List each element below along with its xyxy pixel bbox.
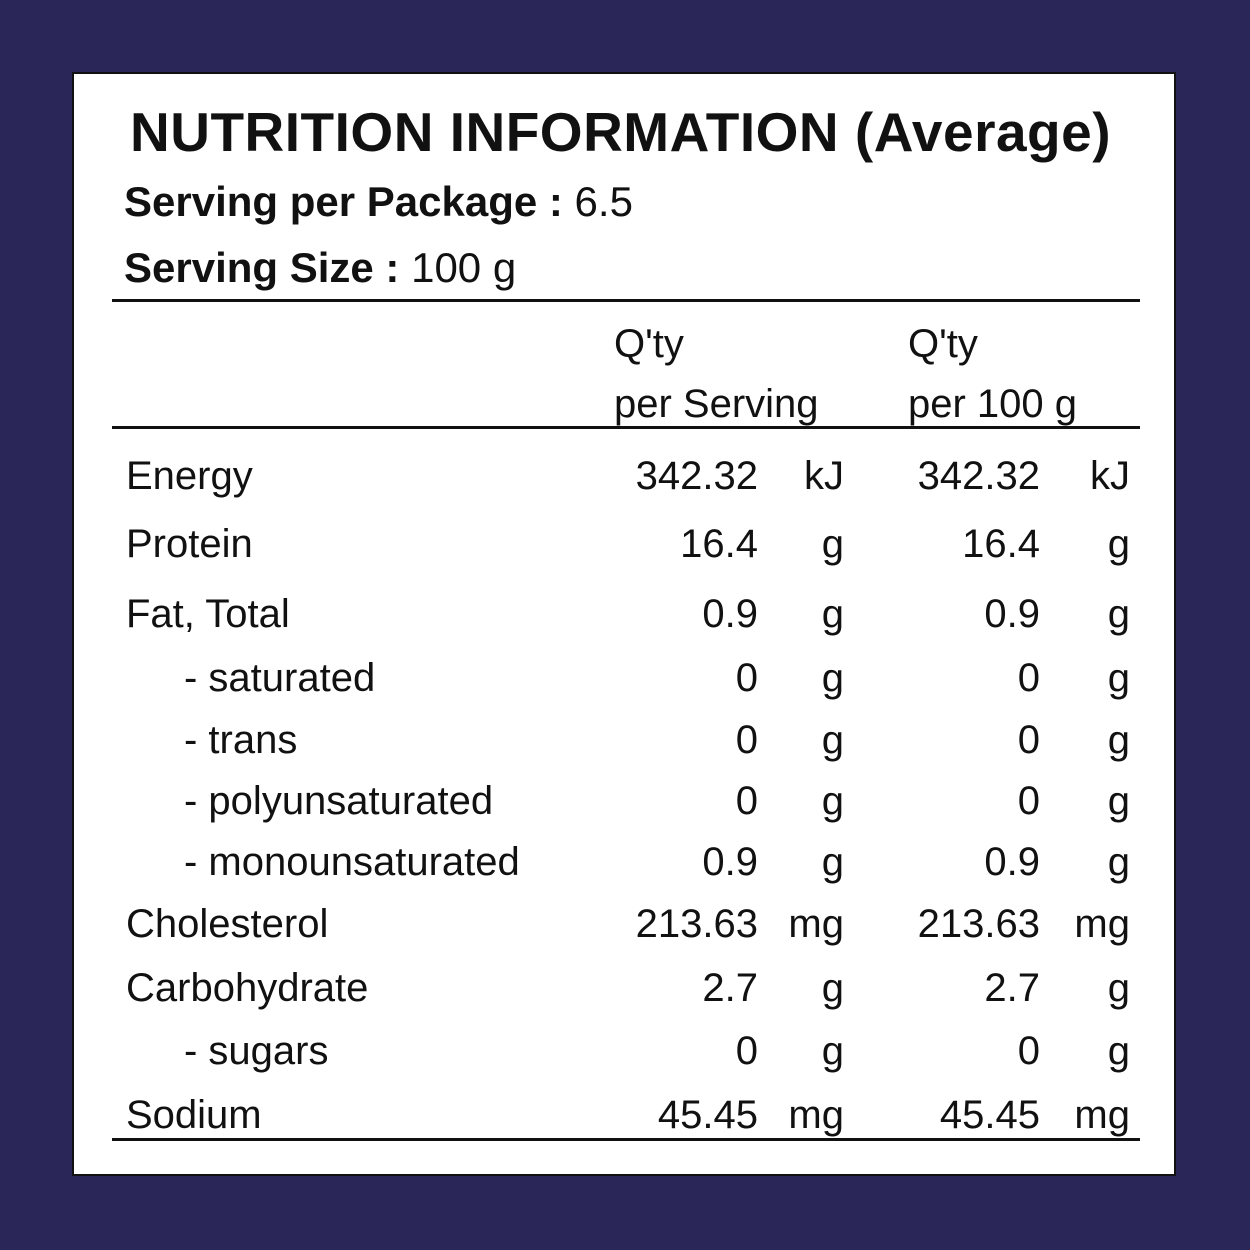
per-100g-value: 0.9 [984, 592, 1040, 636]
per-serving-value: 2.7 [702, 966, 758, 1010]
per-100g-unit: g [1107, 522, 1130, 566]
per-serving-value: 0.9 [702, 840, 758, 884]
nutrient-name: - sugars [184, 1029, 329, 1073]
per-serving-value: 45.45 [657, 1093, 758, 1137]
nutrient-name: - monounsaturated [184, 840, 520, 884]
per-serving-value: 0 [735, 718, 758, 762]
servings-per-package-label: Serving per Package : [124, 178, 563, 225]
per-100g-value: 0 [1017, 718, 1040, 762]
per-serving-unit: g [821, 656, 844, 700]
per-serving-value: 16.4 [680, 522, 758, 566]
per-serving-unit: mg [788, 1093, 844, 1137]
per-serving-unit: g [821, 718, 844, 762]
nutrient-name: Fat, Total [126, 592, 290, 636]
servings-per-package-value: 6.5 [574, 178, 633, 225]
nutrient-name: - saturated [184, 656, 376, 700]
nutrition-title: NUTRITION INFORMATION (Average) [130, 101, 1112, 163]
per-100g-value: 45.45 [939, 1093, 1040, 1137]
bottom-rule [112, 1138, 1140, 1141]
per-serving-unit: g [821, 592, 844, 636]
column-header-per-serving: Q'ty per Serving [614, 314, 819, 434]
nutrient-row: Energy 342.32 kJ 342.32 kJ [74, 446, 1178, 506]
per-serving-unit: mg [788, 902, 844, 946]
serving-size-label: Serving Size : [124, 244, 400, 291]
nutrition-panel: NUTRITION INFORMATION (Average) Serving … [72, 72, 1176, 1176]
nutrient-row: - polyunsaturated 0 g 0 g [74, 771, 1178, 831]
per-100g-value: 0 [1017, 1029, 1040, 1073]
per-100g-unit: g [1107, 840, 1130, 884]
per-serving-value: 0.9 [702, 592, 758, 636]
column-header-per-100g: Q'ty per 100 g [908, 314, 1077, 434]
per-100g-unit: mg [1074, 1093, 1130, 1137]
serving-size: Serving Size : 100 g [124, 244, 516, 292]
nutrient-row: - trans 0 g 0 g [74, 710, 1178, 770]
per-100g-value: 16.4 [962, 522, 1040, 566]
per-100g-unit: kJ [1090, 454, 1130, 498]
per-serving-value: 342.32 [635, 454, 758, 498]
per-100g-unit: g [1107, 656, 1130, 700]
nutrient-name: Energy [126, 454, 253, 498]
per-100g-value: 0 [1017, 779, 1040, 823]
nutrient-name: Carbohydrate [126, 966, 369, 1010]
nutrient-row: Fat, Total 0.9 g 0.9 g [74, 584, 1178, 644]
column-header-line: Q'ty [614, 322, 684, 366]
per-100g-value: 2.7 [984, 966, 1040, 1010]
per-100g-value: 213.63 [917, 902, 1040, 946]
per-100g-value: 0 [1017, 656, 1040, 700]
per-100g-unit: g [1107, 592, 1130, 636]
column-header-line: per 100 g [908, 382, 1078, 426]
nutrient-row: - sugars 0 g 0 g [74, 1021, 1178, 1081]
per-serving-unit: kJ [804, 454, 844, 498]
column-header-line: per Serving [614, 382, 819, 426]
nutrient-row: - monounsaturated 0.9 g 0.9 g [74, 832, 1178, 892]
nutrient-name: Protein [126, 522, 253, 566]
per-100g-unit: g [1107, 718, 1130, 762]
nutrient-name: Cholesterol [126, 902, 329, 946]
nutrient-name: - trans [184, 718, 298, 762]
nutrient-row: Cholesterol 213.63 mg 213.63 mg [74, 894, 1178, 954]
nutrient-name: - polyunsaturated [184, 779, 494, 823]
per-100g-unit: g [1107, 779, 1130, 823]
per-serving-unit: g [821, 840, 844, 884]
per-serving-unit: g [821, 966, 844, 1010]
per-100g-value: 0.9 [984, 840, 1040, 884]
per-serving-value: 0 [735, 656, 758, 700]
nutrient-row: Protein 16.4 g 16.4 g [74, 514, 1178, 574]
nutrient-row: - saturated 0 g 0 g [74, 648, 1178, 708]
nutrient-row: Carbohydrate 2.7 g 2.7 g [74, 958, 1178, 1018]
per-100g-unit: g [1107, 966, 1130, 1010]
serving-size-value: 100 g [411, 244, 517, 291]
per-100g-value: 342.32 [917, 454, 1040, 498]
per-serving-unit: g [821, 522, 844, 566]
nutrient-name: Sodium [126, 1093, 262, 1137]
per-serving-value: 213.63 [635, 902, 758, 946]
servings-per-package: Serving per Package : 6.5 [124, 178, 633, 226]
per-100g-unit: g [1107, 1029, 1130, 1073]
column-header-line: Q'ty [908, 322, 978, 366]
column-header-rule [112, 426, 1140, 429]
per-serving-unit: g [821, 1029, 844, 1073]
per-serving-value: 0 [735, 1029, 758, 1073]
per-100g-unit: mg [1074, 902, 1130, 946]
header-rule [112, 299, 1140, 302]
per-serving-unit: g [821, 779, 844, 823]
per-serving-value: 0 [735, 779, 758, 823]
nutrient-row: Sodium 45.45 mg 45.45 mg [74, 1085, 1178, 1145]
